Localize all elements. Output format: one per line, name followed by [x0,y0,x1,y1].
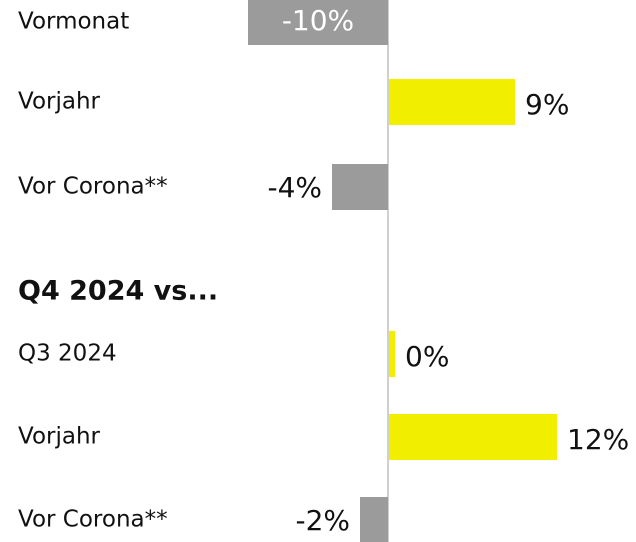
bar [389,79,515,125]
value-label: 0% [405,340,449,373]
category-label: Vor Corona** [18,174,168,200]
category-label: Vor Corona** [18,507,168,533]
category-label: Vorjahr [18,89,101,115]
value-label: -10% [282,4,354,37]
bar [360,497,388,542]
bar [389,414,557,460]
category-label: Vorjahr [18,424,101,450]
bar [248,0,388,45]
category-label: Vormonat [18,9,129,35]
bar [332,164,388,210]
bar [389,331,395,377]
value-label: -2% [295,504,350,537]
value-label: -4% [267,171,322,204]
chart-title: Q4 2024 vs... [18,276,218,307]
category-label: Q3 2024 [18,341,117,367]
value-label: 12% [567,423,629,456]
value-label: 9% [525,88,569,121]
